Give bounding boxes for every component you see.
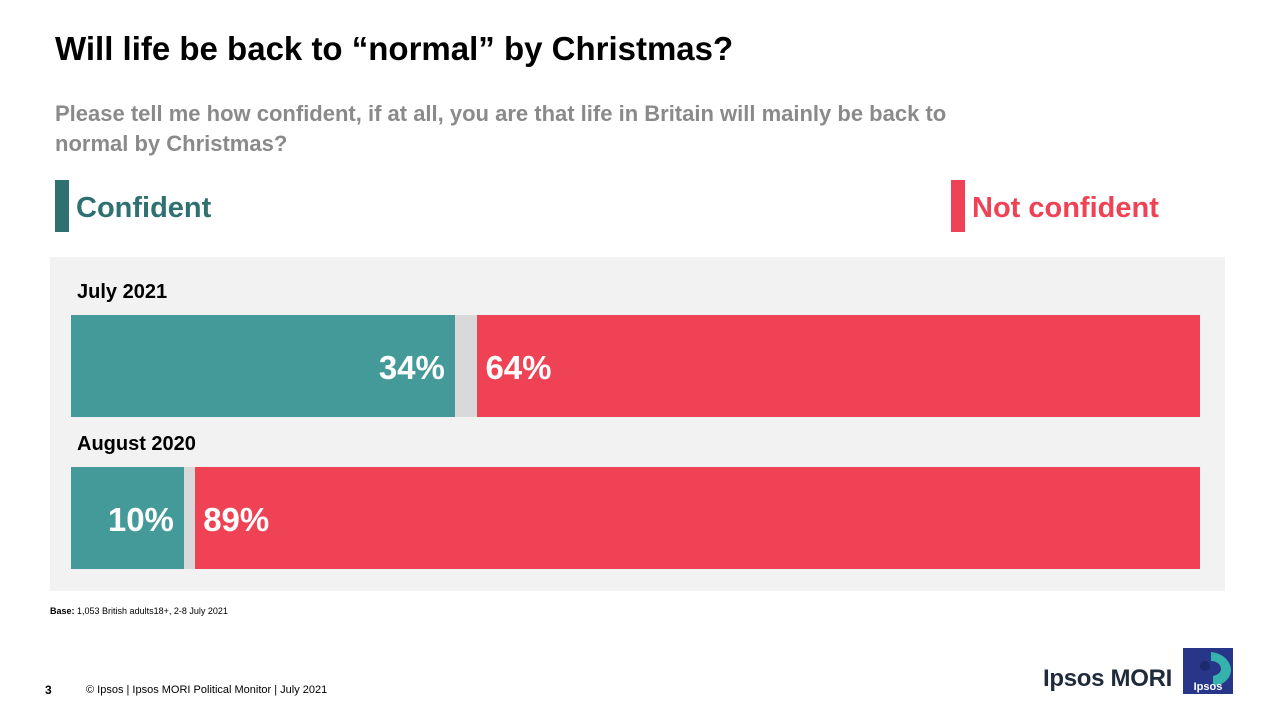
ipsos-logo-icon: Ipsos [1183,648,1233,694]
bar-not-confident-july-2021 [477,315,1200,417]
bar-track-july-2021: 34% 64% [71,315,1200,417]
legend-label-confident: Confident [76,192,212,224]
data-label-not-confident-july-2021: 64% [485,349,552,386]
bar-confident-august-2020 [71,467,184,569]
base-note: Base: 1,053 British adults18+, 2-8 July … [50,606,228,616]
logo-text: Ipsos [1194,681,1223,693]
data-label-not-confident-august-2020: 89% [203,501,270,538]
row-label-august-2020: August 2020 [77,433,196,455]
page-number: 3 [45,683,52,697]
bar-confident-july-2021 [71,315,455,417]
base-note-text: 1,053 British adults18+, 2-8 July 2021 [77,606,228,616]
footer-copyright: © Ipsos | Ipsos MORI Political Monitor |… [86,684,328,696]
legend-swatch-not-confident [951,180,965,232]
question-text: Please tell me how confident, if at all,… [55,101,947,156]
data-label-confident-august-2020: 10% [107,501,174,538]
bar-not-confident-august-2020 [195,467,1200,569]
bar-track-august-2020: 10% 89% [71,467,1200,569]
legend-swatch-confident [55,180,69,232]
brand-wordmark: Ipsos MORI [1043,665,1173,692]
legend-label-not-confident: Not confident [972,192,1159,224]
base-note-label: Base: [50,606,75,616]
slide-title: Will life be back to “normal” by Christm… [55,30,734,67]
data-label-confident-july-2021: 34% [378,349,445,386]
row-label-july-2021: July 2021 [77,281,168,303]
